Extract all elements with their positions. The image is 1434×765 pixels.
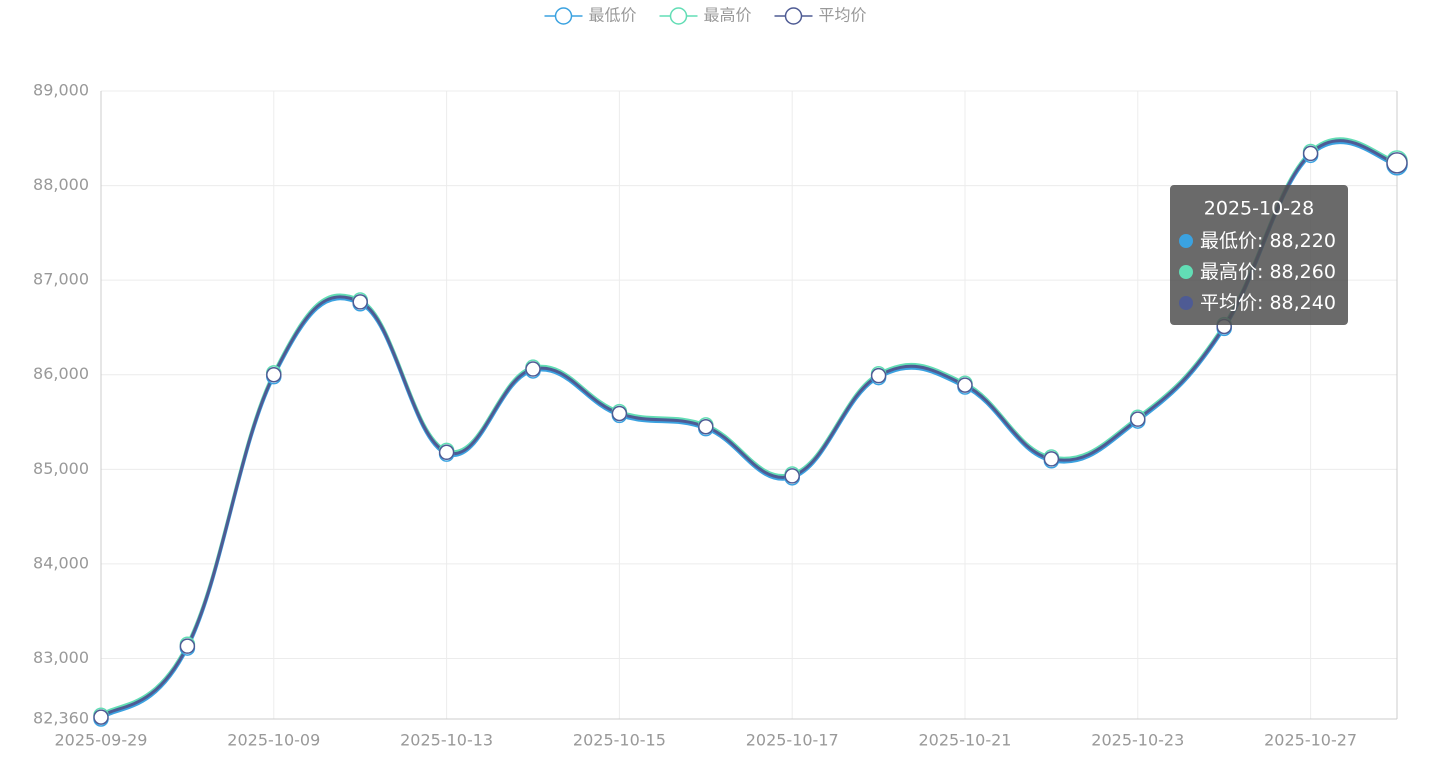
point (438, 444, 455, 461)
series-line (100, 139, 1398, 719)
legend-label: 最低价 (589, 6, 637, 25)
legend-label: 平均价 (819, 6, 867, 25)
point (611, 405, 628, 422)
tooltip-box (1170, 185, 1348, 325)
point (352, 294, 368, 310)
point (698, 419, 714, 435)
point (957, 377, 973, 393)
legend-icon (784, 7, 803, 25)
x-tick-label: 2025-10-23 (1091, 731, 1184, 750)
point (870, 367, 887, 384)
tooltip-row: 平均价: 88,240 (1200, 292, 1336, 314)
x-tick-label: 2025-10-09 (227, 731, 320, 750)
tooltip-name: 平均价 (1200, 292, 1257, 314)
tooltip-name: 最低价 (1200, 230, 1257, 252)
tooltip-dot (1179, 265, 1193, 279)
tooltip-row: 最低价: 88,220 (1200, 230, 1336, 252)
x-tick-label: 2025-10-13 (400, 731, 493, 750)
y-tick-label: 88,000 (33, 175, 89, 194)
tooltip-name: 最高价 (1200, 261, 1257, 283)
y-tick-label: 87,000 (33, 270, 89, 289)
point (784, 468, 800, 484)
tooltip: 2025-10-28 最低价: 88,220 最高价: 88,260 平均价: 88,… (1170, 185, 1348, 325)
tooltip-row: 最高价: 88,260 (1200, 261, 1336, 283)
y-tick-label: 89,000 (33, 81, 89, 100)
point (93, 709, 109, 725)
legend-icon (554, 7, 573, 25)
y-tick-label: 83,000 (33, 648, 89, 667)
x-tick-label: 2025-10-15 (573, 731, 666, 750)
x-tick-label: 2025-10-17 (746, 731, 839, 750)
point (525, 361, 541, 377)
y-tick-label: 82,360 (33, 709, 89, 728)
point (1302, 145, 1319, 162)
tooltip-dot (1179, 296, 1193, 310)
y-tick-label: 85,000 (33, 459, 89, 478)
point (1043, 451, 1060, 467)
y-tick-label: 84,000 (33, 553, 89, 572)
tooltip-value: 88,220 (1269, 230, 1335, 252)
tooltip-value: 88,240 (1269, 292, 1335, 314)
point (266, 366, 282, 383)
x-tick-label: 2025-09-29 (55, 731, 148, 750)
point (179, 638, 196, 654)
x-tick-label: 2025-10-21 (919, 731, 1012, 750)
point (1386, 152, 1408, 174)
legend-icon (669, 7, 688, 25)
tooltip-value: 88,260 (1269, 261, 1335, 283)
tooltip-sep: : (1257, 261, 1269, 283)
point (1130, 411, 1146, 427)
y-tick-label: 86,000 (33, 364, 89, 383)
legend-label: 最高价 (704, 6, 752, 25)
tooltip-dot (1179, 234, 1193, 248)
tooltip-sep: : (1257, 230, 1269, 252)
tooltip-sep: : (1257, 292, 1269, 314)
x-tick-label: 2025-10-27 (1264, 731, 1357, 750)
tooltip-title: 2025-10-28 (1204, 198, 1314, 220)
